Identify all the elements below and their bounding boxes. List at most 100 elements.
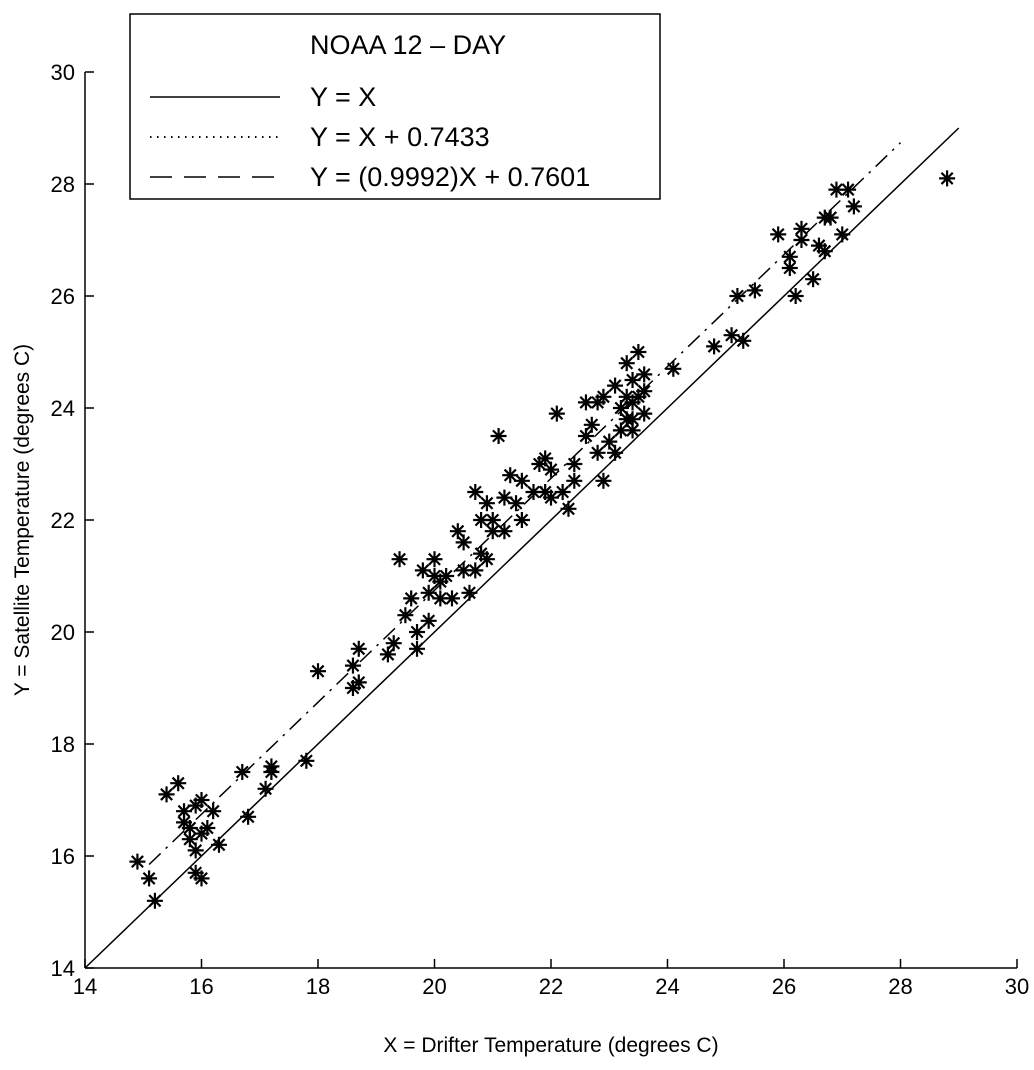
data-point [636, 405, 653, 422]
legend-box [129, 13, 661, 200]
data-point [240, 808, 257, 825]
data-point [181, 831, 198, 848]
y-axis-ticks: 14 16 18 20 22 24 26 28 30 [51, 60, 94, 981]
data-point [205, 803, 222, 820]
data-point [723, 327, 740, 344]
data-point [170, 775, 187, 792]
data-point [624, 422, 641, 439]
y-tick-label: 18 [51, 732, 75, 757]
data-point [577, 428, 594, 444]
y-tick-label: 20 [51, 620, 75, 645]
data-point [438, 568, 455, 584]
data-point [455, 534, 472, 551]
legend-entry-label: Y = (0.9992)X + 0.7601 [310, 162, 590, 192]
legend: NOAA 12 – DAY Y = X Y = X + 0.7433 Y = (… [129, 13, 661, 200]
x-tick-label: 24 [655, 974, 679, 999]
legend-entry-label: Y = X [310, 82, 376, 112]
x-axis-label: X = Drifter Temperature (degrees C) [383, 1034, 718, 1057]
data-point [630, 344, 647, 360]
data-point [543, 489, 559, 506]
data-point [665, 360, 682, 377]
data-point [420, 584, 437, 601]
data-point [508, 495, 525, 512]
data-point [624, 372, 641, 388]
data-point [298, 752, 315, 769]
x-tick-label: 22 [539, 974, 563, 999]
data-point [845, 198, 862, 215]
data-point [513, 472, 530, 489]
y-tick-label: 26 [51, 284, 75, 309]
data-point [484, 512, 501, 528]
data-point [391, 551, 408, 568]
y-tick-label: 28 [51, 172, 75, 197]
data-point [420, 612, 437, 629]
regression-line [148, 142, 902, 866]
data-point [548, 405, 565, 422]
data-point [403, 590, 420, 607]
data-point [781, 248, 798, 265]
x-tick-label: 20 [422, 974, 446, 999]
data-point [554, 484, 571, 500]
data-point [566, 456, 583, 472]
data-point [607, 377, 624, 394]
y-tick-label: 14 [51, 956, 75, 981]
data-point [350, 640, 367, 657]
data-point [770, 226, 787, 243]
y-tick-label: 30 [51, 60, 75, 85]
data-point [560, 500, 577, 517]
data-point [490, 428, 507, 444]
data-point [141, 870, 158, 887]
data-point [601, 433, 618, 450]
data-point [816, 243, 833, 260]
data-point [595, 388, 612, 405]
data-point [443, 590, 460, 607]
x-tick-label: 14 [73, 974, 97, 999]
data-points [129, 170, 956, 909]
x-axis-ticks: 14 16 18 20 22 24 26 28 30 [73, 959, 1029, 999]
data-point [158, 786, 175, 803]
data-point [502, 467, 519, 484]
x-tick-label: 30 [1005, 974, 1029, 999]
data-point [513, 512, 530, 528]
data-point [537, 450, 554, 467]
data-point [379, 646, 396, 663]
data-point [583, 416, 600, 433]
x-tick-label: 26 [772, 974, 796, 999]
data-point [409, 640, 426, 657]
data-point [414, 562, 431, 579]
data-point [210, 836, 227, 853]
data-point [834, 226, 851, 243]
data-point [397, 607, 414, 624]
legend-title: NOAA 12 – DAY [310, 30, 506, 60]
data-point [187, 842, 204, 859]
data-point [636, 383, 653, 400]
data-point [822, 209, 839, 226]
data-point [176, 803, 193, 820]
data-point [595, 472, 612, 489]
data-point [409, 624, 426, 640]
data-point [199, 820, 216, 836]
y-tick-label: 16 [51, 844, 75, 869]
x-tick-label: 18 [306, 974, 330, 999]
data-point [607, 444, 624, 461]
data-point [939, 170, 956, 187]
data-point [478, 551, 495, 568]
data-point [706, 338, 723, 355]
legend-entry-label: Y = X + 0.7433 [310, 122, 490, 152]
data-point [467, 562, 484, 579]
x-tick-label: 16 [189, 974, 213, 999]
data-point [729, 288, 746, 304]
data-point [589, 444, 606, 461]
data-point [234, 764, 251, 780]
data-point [181, 820, 198, 836]
data-point [840, 181, 857, 198]
data-point [310, 663, 326, 680]
data-point [146, 892, 163, 909]
data-point [496, 489, 513, 506]
data-point [612, 400, 629, 416]
data-point [461, 584, 478, 601]
data-point [385, 635, 402, 652]
data-point [478, 495, 495, 512]
plot-area: 14 16 18 20 22 24 26 28 30 14 16 18 20 22 24 26 28 30 [51, 60, 1030, 999]
data-point [257, 780, 274, 797]
